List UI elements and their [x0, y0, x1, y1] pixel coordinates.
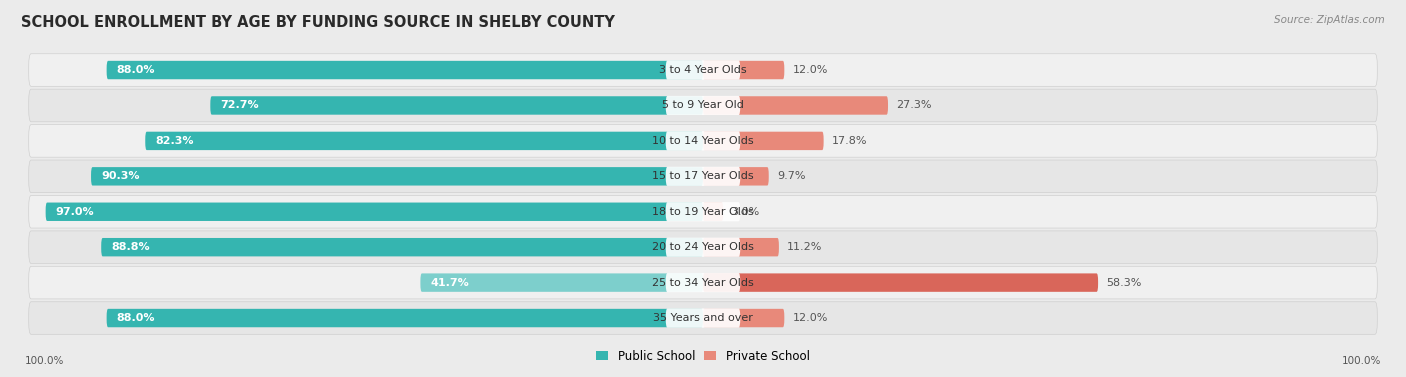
- FancyBboxPatch shape: [28, 89, 1378, 122]
- Text: 88.0%: 88.0%: [117, 313, 155, 323]
- Text: 100.0%: 100.0%: [1341, 356, 1381, 366]
- FancyBboxPatch shape: [91, 167, 703, 185]
- Text: 3 to 4 Year Olds: 3 to 4 Year Olds: [659, 65, 747, 75]
- Text: 10 to 14 Year Olds: 10 to 14 Year Olds: [652, 136, 754, 146]
- FancyBboxPatch shape: [28, 231, 1378, 264]
- Legend: Public School, Private School: Public School, Private School: [592, 345, 814, 367]
- Text: 82.3%: 82.3%: [156, 136, 194, 146]
- FancyBboxPatch shape: [28, 160, 1378, 193]
- FancyBboxPatch shape: [665, 273, 741, 292]
- FancyBboxPatch shape: [145, 132, 703, 150]
- Text: 72.7%: 72.7%: [221, 100, 259, 110]
- Text: 27.3%: 27.3%: [896, 100, 932, 110]
- Text: 100.0%: 100.0%: [25, 356, 65, 366]
- FancyBboxPatch shape: [703, 132, 824, 150]
- FancyBboxPatch shape: [107, 61, 703, 79]
- Text: 88.0%: 88.0%: [117, 65, 155, 75]
- Text: 18 to 19 Year Olds: 18 to 19 Year Olds: [652, 207, 754, 217]
- FancyBboxPatch shape: [420, 273, 703, 292]
- FancyBboxPatch shape: [28, 302, 1378, 334]
- Text: 5 to 9 Year Old: 5 to 9 Year Old: [662, 100, 744, 110]
- FancyBboxPatch shape: [703, 273, 1098, 292]
- FancyBboxPatch shape: [45, 202, 703, 221]
- FancyBboxPatch shape: [665, 96, 741, 115]
- FancyBboxPatch shape: [28, 266, 1378, 299]
- Text: 41.7%: 41.7%: [430, 277, 470, 288]
- FancyBboxPatch shape: [665, 308, 741, 328]
- FancyBboxPatch shape: [703, 202, 723, 221]
- Text: 58.3%: 58.3%: [1107, 277, 1142, 288]
- Text: 88.8%: 88.8%: [111, 242, 150, 252]
- Text: 20 to 24 Year Olds: 20 to 24 Year Olds: [652, 242, 754, 252]
- Text: 35 Years and over: 35 Years and over: [652, 313, 754, 323]
- Text: 12.0%: 12.0%: [793, 65, 828, 75]
- FancyBboxPatch shape: [28, 195, 1378, 228]
- Text: 12.0%: 12.0%: [793, 313, 828, 323]
- FancyBboxPatch shape: [665, 202, 741, 221]
- FancyBboxPatch shape: [703, 309, 785, 327]
- Text: SCHOOL ENROLLMENT BY AGE BY FUNDING SOURCE IN SHELBY COUNTY: SCHOOL ENROLLMENT BY AGE BY FUNDING SOUR…: [21, 15, 614, 30]
- FancyBboxPatch shape: [28, 54, 1378, 86]
- FancyBboxPatch shape: [107, 309, 703, 327]
- FancyBboxPatch shape: [101, 238, 703, 256]
- Text: 97.0%: 97.0%: [56, 207, 94, 217]
- FancyBboxPatch shape: [28, 125, 1378, 157]
- Text: Source: ZipAtlas.com: Source: ZipAtlas.com: [1274, 15, 1385, 25]
- FancyBboxPatch shape: [703, 96, 889, 115]
- Text: 3.0%: 3.0%: [731, 207, 759, 217]
- FancyBboxPatch shape: [665, 167, 741, 186]
- Text: 90.3%: 90.3%: [101, 171, 139, 181]
- FancyBboxPatch shape: [665, 238, 741, 257]
- Text: 9.7%: 9.7%: [778, 171, 806, 181]
- FancyBboxPatch shape: [703, 167, 769, 185]
- Text: 15 to 17 Year Olds: 15 to 17 Year Olds: [652, 171, 754, 181]
- Text: 11.2%: 11.2%: [787, 242, 823, 252]
- FancyBboxPatch shape: [665, 60, 741, 80]
- FancyBboxPatch shape: [703, 61, 785, 79]
- Text: 25 to 34 Year Olds: 25 to 34 Year Olds: [652, 277, 754, 288]
- Text: 17.8%: 17.8%: [832, 136, 868, 146]
- FancyBboxPatch shape: [665, 131, 741, 150]
- FancyBboxPatch shape: [211, 96, 703, 115]
- FancyBboxPatch shape: [703, 238, 779, 256]
